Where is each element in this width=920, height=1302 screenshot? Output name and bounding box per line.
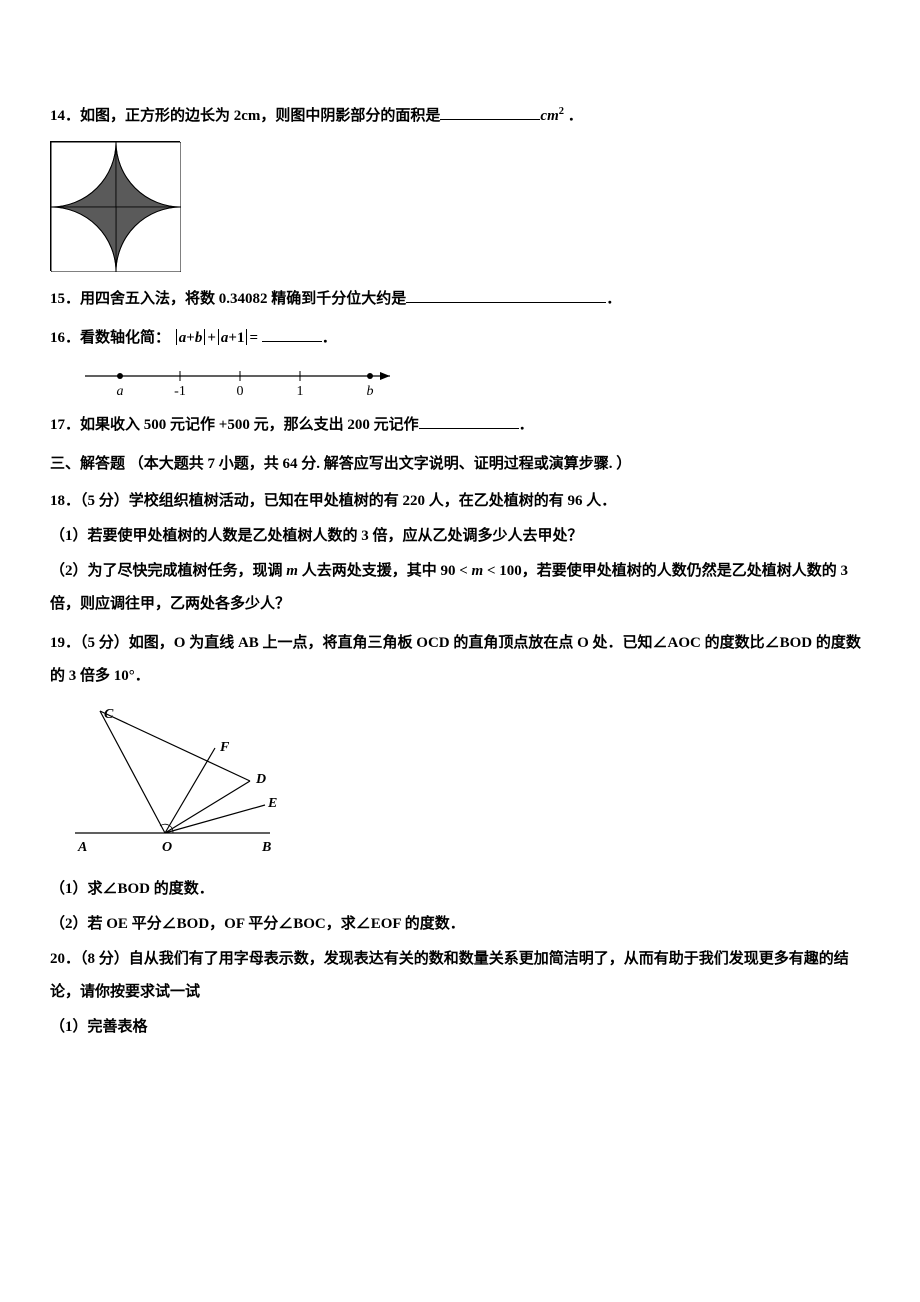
q19-points: （5 分） [80, 635, 129, 651]
q20-number: 20． [50, 951, 80, 967]
section-3-header: 三、解答题 （本大题共 7 小题，共 64 分. 解答应写出文字说明、证明过程或… [50, 448, 870, 481]
svg-text:E: E [267, 796, 277, 811]
q20-points: （8 分） [80, 951, 129, 967]
svg-text:a: a [117, 384, 124, 399]
q17-number: 17． [50, 417, 80, 433]
q20-body: 自从我们有了用字母表示数，发现表达有关的数和数量关系更加简洁明了，从而有助于我们… [50, 951, 849, 1000]
q19-body: 如图，O 为直线 AB 上一点，将直角三角板 OCD 的直角顶点放在点 O 处．… [50, 635, 861, 684]
q18-text: 18．（5 分）学校组织植树活动，已知在甲处植树的有 220 人，在乙处植树的有… [50, 485, 870, 518]
q19-number: 19． [50, 635, 80, 651]
q20-sub1: （1）完善表格 [50, 1011, 870, 1044]
q14-blank [440, 105, 540, 120]
q17-blank [419, 414, 519, 429]
svg-text:1: 1 [297, 384, 304, 399]
q14-unit: cm2 [540, 108, 564, 124]
q19-sub1: （1）求∠BOD 的度数． [50, 873, 870, 906]
q20-text: 20．（8 分）自从我们有了用字母表示数，发现表达有关的数和数量关系更加简洁明了… [50, 943, 870, 1009]
q15-text: 15．用四舍五入法，将数 0.34082 精确到千分位大约是 ． [50, 291, 621, 307]
svg-text:A: A [77, 840, 87, 855]
svg-text:-1: -1 [174, 384, 186, 399]
abs-bar [246, 329, 247, 346]
svg-text:F: F [219, 740, 230, 755]
svg-text:b: b [367, 384, 374, 399]
svg-text:D: D [255, 772, 266, 787]
numberline-svg: a -1 0 1 b [70, 361, 410, 401]
q16-text: 16．看数轴化简： a+b+a+1= ． [50, 330, 337, 346]
q17-body: 如果收入 500 元记作 +500 元，那么支出 200 元记作 [80, 417, 419, 433]
angle-svg: A O B C F D E [70, 703, 290, 863]
q19-text: 19．（5 分）如图，O 为直线 AB 上一点，将直角三角板 OCD 的直角顶点… [50, 627, 870, 693]
q15-number: 15． [50, 291, 80, 307]
abs-bar [218, 329, 219, 346]
windmill-svg [51, 142, 181, 272]
question-18: 18．（5 分）学校组织植树活动，已知在甲处植树的有 220 人，在乙处植树的有… [50, 485, 870, 621]
question-15: 15．用四舍五入法，将数 0.34082 精确到千分位大约是 ． [50, 283, 870, 316]
q14-text: 14．如图，正方形的边长为 2cm，则图中阴影部分的面积是 cm2 ． [50, 108, 583, 124]
q16-blank [262, 327, 322, 342]
q18-number: 18． [50, 493, 80, 509]
svg-text:C: C [104, 707, 114, 722]
question-16: 16．看数轴化简： a+b+a+1= ． [50, 322, 870, 355]
q16-figure: a -1 0 1 b [70, 361, 410, 401]
q19-sub2: （2）若 OE 平分∠BOD，OF 平分∠BOC，求∠EOF 的度数． [50, 908, 870, 941]
abs-bar [176, 329, 177, 346]
svg-text:0: 0 [237, 384, 244, 399]
question-19: 19．（5 分）如图，O 为直线 AB 上一点，将直角三角板 OCD 的直角顶点… [50, 627, 870, 693]
q18-body: 学校组织植树活动，已知在甲处植树的有 220 人，在乙处植树的有 96 人． [129, 493, 617, 509]
abs-bar [204, 329, 205, 346]
q14-figure [50, 141, 180, 271]
q15-body: 用四舍五入法，将数 0.34082 精确到千分位大约是 [80, 291, 406, 307]
question-20: 20．（8 分）自从我们有了用字母表示数，发现表达有关的数和数量关系更加简洁明了… [50, 943, 870, 1044]
svg-text:B: B [261, 840, 271, 855]
q15-blank [406, 288, 606, 303]
q18-sub2: （2）为了尽快完成植树任务，现调 m 人去两处支援，其中 90 < m < 10… [50, 555, 870, 621]
q18-points: （5 分） [80, 493, 129, 509]
question-14: 14．如图，正方形的边长为 2cm，则图中阴影部分的面积是 cm2 ． [50, 100, 870, 133]
q18-sub1: （1）若要使甲处植树的人数是乙处植树人数的 3 倍，应从乙处调多少人去甲处？ [50, 520, 870, 553]
q16-period: ． [322, 330, 337, 346]
q14-period: ． [564, 108, 583, 124]
q17-period: ． [519, 417, 534, 433]
q15-period: ． [606, 291, 621, 307]
svg-text:O: O [162, 840, 172, 855]
q14-number: 14． [50, 108, 80, 124]
q17-text: 17．如果收入 500 元记作 +500 元，那么支出 200 元记作 ． [50, 417, 534, 433]
question-17: 17．如果收入 500 元记作 +500 元，那么支出 200 元记作 ． [50, 409, 870, 442]
q16-formula: a+b+a+1= [174, 330, 262, 346]
q19-figure: A O B C F D E [70, 703, 290, 863]
q16-number: 16． [50, 330, 80, 346]
q14-body: 如图，正方形的边长为 2cm，则图中阴影部分的面积是 [80, 108, 440, 124]
q16-body: 看数轴化简： [80, 330, 170, 346]
section-3-text: 三、解答题 （本大题共 7 小题，共 64 分. 解答应写出文字说明、证明过程或… [50, 456, 631, 472]
